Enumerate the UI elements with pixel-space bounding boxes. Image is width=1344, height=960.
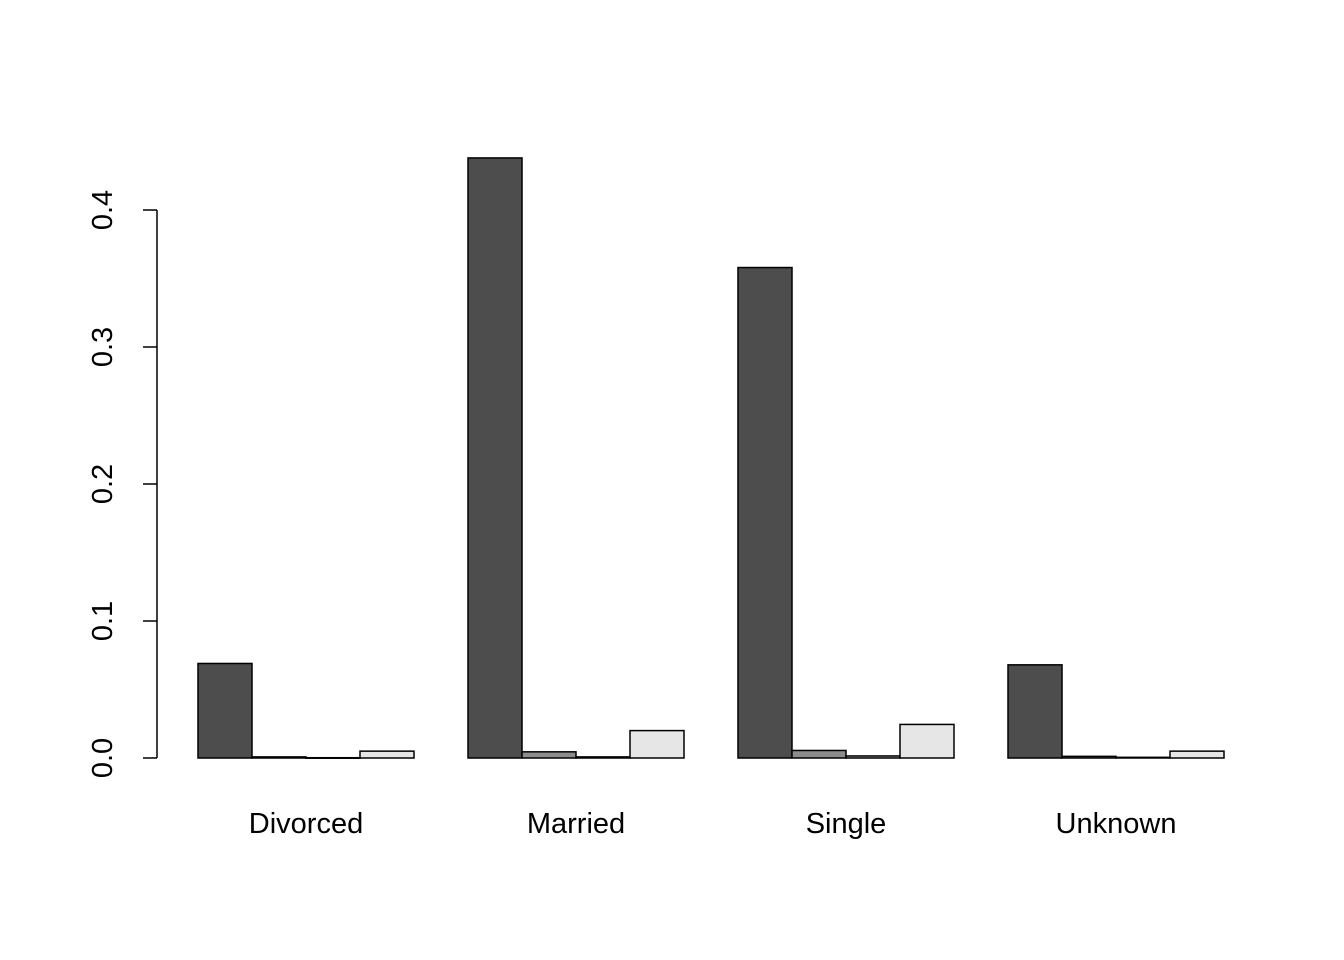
- y-axis-ticks: 0.0 0.1 0.2 0.3 0.4: [87, 190, 157, 778]
- bar: [845, 755, 901, 759]
- bar: [791, 749, 847, 759]
- bar: [1115, 756, 1171, 759]
- y-tick-label: 0.4: [87, 190, 119, 230]
- y-tick-label: 0.1: [87, 601, 119, 641]
- bar: [575, 756, 631, 759]
- y-tick-label: 0.3: [87, 327, 119, 367]
- bar: [521, 751, 577, 759]
- category-labels: Divorced Married Single Unknown: [249, 808, 1177, 840]
- bar: [899, 723, 955, 759]
- y-tick-label: 0.2: [87, 464, 119, 504]
- bar: [197, 662, 253, 759]
- y-tick-label: 0.0: [87, 738, 119, 778]
- category-label: Married: [527, 808, 625, 840]
- bar: [251, 756, 307, 759]
- bar: [305, 756, 361, 759]
- bar: [737, 266, 793, 759]
- category-label: Unknown: [1056, 808, 1177, 840]
- bar: [1061, 755, 1117, 759]
- category-label: Divorced: [249, 808, 363, 840]
- bar: [1007, 664, 1063, 759]
- category-label: Single: [806, 808, 887, 840]
- bars: [197, 157, 1225, 759]
- bar: [1169, 750, 1225, 759]
- bar: [359, 750, 415, 759]
- bar: [629, 729, 685, 759]
- bar: [467, 157, 523, 759]
